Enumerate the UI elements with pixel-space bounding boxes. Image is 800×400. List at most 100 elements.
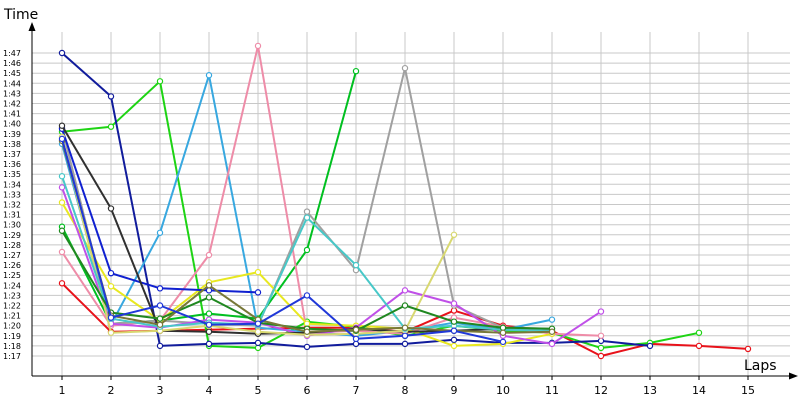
y-tick-label: 1:27 bbox=[3, 251, 21, 260]
data-point bbox=[156, 78, 164, 85]
data-point bbox=[107, 205, 115, 212]
data-point bbox=[156, 229, 164, 236]
data-point bbox=[303, 208, 311, 215]
data-point bbox=[254, 42, 262, 50]
data-point bbox=[450, 231, 458, 238]
data-point bbox=[205, 294, 213, 301]
data-point bbox=[205, 310, 213, 317]
data-point bbox=[303, 246, 311, 254]
series-line bbox=[61, 44, 602, 337]
series-line bbox=[61, 125, 504, 335]
y-tick-label: 1:36 bbox=[3, 160, 21, 169]
y-tick-label: 1:47 bbox=[3, 49, 21, 58]
data-point bbox=[499, 324, 507, 331]
data-point bbox=[156, 321, 164, 328]
series-6 bbox=[58, 42, 605, 339]
data-point bbox=[352, 340, 360, 348]
y-tick-label: 1:29 bbox=[3, 231, 21, 240]
data-point bbox=[499, 338, 507, 346]
axes bbox=[28, 22, 798, 380]
data-point bbox=[107, 314, 115, 321]
x-axis-arrow bbox=[789, 372, 798, 380]
y-tick-label: 1:33 bbox=[3, 190, 21, 199]
data-point bbox=[499, 329, 507, 336]
data-point bbox=[58, 49, 66, 57]
x-tick-label: 12 bbox=[594, 384, 608, 397]
y-tick-label: 1:19 bbox=[3, 332, 21, 341]
data-point bbox=[450, 336, 458, 344]
data-point bbox=[401, 340, 409, 348]
y-tick-labels: 1:171:181:191:201:211:22 1:231:241:251:26… bbox=[3, 49, 21, 361]
data-point bbox=[156, 302, 164, 309]
x-tick-label: 15 bbox=[741, 384, 755, 397]
data-point bbox=[401, 324, 409, 331]
x-tick-label: 10 bbox=[496, 384, 510, 397]
data-point bbox=[548, 316, 556, 323]
data-point bbox=[303, 214, 311, 221]
data-point bbox=[450, 318, 458, 325]
data-point bbox=[695, 342, 703, 350]
y-tick-label: 1:18 bbox=[3, 342, 21, 351]
x-tick-labels: 1 2 3 4 5 6 7 8 9 10 11 12 13 14 15 bbox=[59, 384, 756, 397]
y-tick-label: 1:17 bbox=[3, 352, 21, 361]
data-point bbox=[205, 321, 213, 328]
series-line bbox=[61, 138, 504, 343]
data-point bbox=[205, 251, 213, 259]
y-tick-label: 1:42 bbox=[3, 100, 21, 109]
y-tick-label: 1:46 bbox=[3, 59, 21, 68]
data-point bbox=[597, 352, 605, 360]
y-tick-label: 1:21 bbox=[3, 312, 21, 321]
data-point bbox=[597, 308, 605, 315]
y-tick-label: 1:22 bbox=[3, 302, 21, 311]
data-point bbox=[450, 300, 458, 307]
y-tick-label: 1:35 bbox=[3, 170, 21, 179]
data-point bbox=[156, 315, 164, 322]
data-point bbox=[254, 328, 262, 335]
data-point bbox=[548, 328, 556, 335]
data-point bbox=[156, 285, 164, 292]
data-point bbox=[107, 123, 115, 130]
data-point bbox=[205, 72, 213, 79]
y-tick-label: 1:43 bbox=[3, 89, 21, 98]
data-point bbox=[58, 199, 66, 206]
y-tick-label: 1:37 bbox=[3, 150, 21, 159]
data-point bbox=[352, 335, 360, 343]
data-point bbox=[254, 289, 262, 296]
data-point bbox=[58, 184, 66, 191]
data-point bbox=[254, 344, 262, 352]
data-point bbox=[254, 339, 262, 347]
data-point bbox=[303, 328, 311, 335]
y-axis-title: Time bbox=[3, 7, 38, 23]
x-tick-label: 5 bbox=[255, 384, 262, 397]
y-axis-arrow bbox=[28, 22, 36, 31]
data-point bbox=[646, 342, 654, 350]
data-point bbox=[107, 269, 115, 277]
x-tick-label: 9 bbox=[451, 384, 458, 397]
y-tick-label: 1:26 bbox=[3, 261, 21, 270]
x-axis-title: Laps bbox=[744, 358, 777, 374]
data-point bbox=[205, 282, 213, 289]
data-point bbox=[597, 337, 605, 345]
data-point bbox=[352, 261, 360, 269]
x-tick-label: 3 bbox=[157, 384, 164, 397]
data-point bbox=[107, 283, 115, 290]
data-point bbox=[450, 327, 458, 334]
y-tick-label: 1:23 bbox=[3, 291, 21, 300]
data-point bbox=[303, 320, 311, 327]
data-point bbox=[401, 64, 409, 72]
data-point bbox=[401, 302, 409, 309]
data-point bbox=[450, 342, 458, 350]
data-point bbox=[303, 292, 311, 299]
x-tick-label: 2 bbox=[108, 384, 115, 397]
data-point bbox=[548, 340, 556, 348]
data-point bbox=[401, 332, 409, 339]
y-tick-label: 1:32 bbox=[3, 201, 21, 210]
y-tick-label: 1:25 bbox=[3, 271, 21, 280]
data-point bbox=[107, 329, 115, 336]
data-point bbox=[401, 287, 409, 294]
y-tick-label: 1:45 bbox=[3, 69, 21, 78]
x-tick-label: 14 bbox=[692, 384, 706, 397]
data-point bbox=[597, 332, 605, 339]
y-tick-label: 1:28 bbox=[3, 241, 21, 250]
